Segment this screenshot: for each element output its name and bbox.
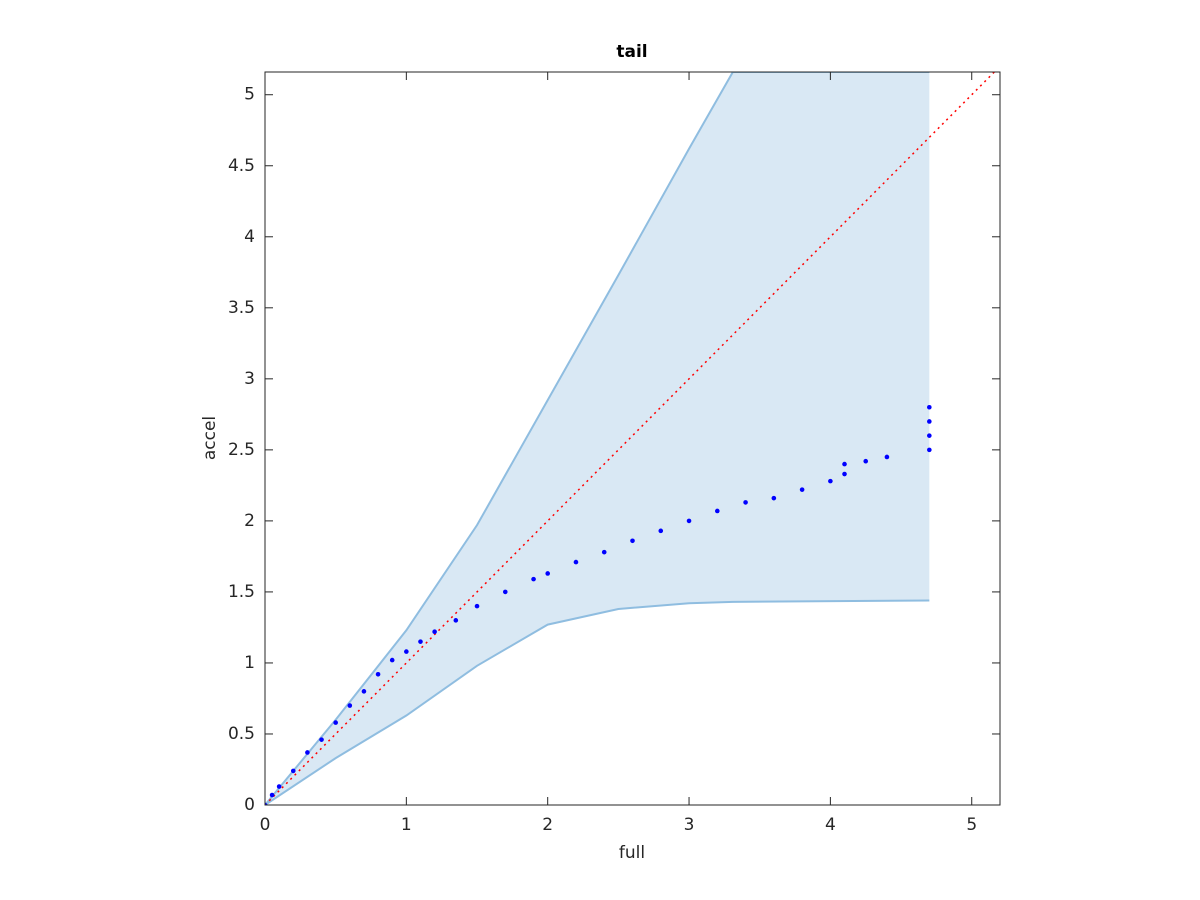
x-axis-label: full bbox=[619, 843, 645, 863]
plot-area bbox=[265, 72, 995, 805]
data-point bbox=[276, 784, 282, 789]
y-tick-label: 5 bbox=[244, 85, 255, 105]
y-tick-label: 3.5 bbox=[228, 298, 255, 318]
data-point bbox=[884, 454, 890, 460]
data-point bbox=[333, 720, 338, 725]
data-point bbox=[290, 768, 296, 774]
data-point bbox=[927, 447, 932, 453]
data-point bbox=[319, 737, 324, 742]
data-point bbox=[404, 649, 409, 654]
data-point bbox=[927, 404, 932, 410]
data-point bbox=[375, 672, 381, 677]
data-point bbox=[658, 528, 664, 534]
reference-line bbox=[265, 72, 995, 805]
data-point bbox=[432, 629, 437, 634]
data-point bbox=[828, 478, 833, 484]
y-tick-label: 1 bbox=[244, 653, 255, 673]
y-tick-label: 4 bbox=[244, 227, 255, 247]
data-point bbox=[927, 419, 932, 424]
band-lower-edge bbox=[265, 599, 930, 805]
y-tick-label: 4.5 bbox=[228, 156, 255, 176]
y-tick-label: 3 bbox=[244, 369, 255, 389]
data-point bbox=[863, 458, 869, 464]
data-point bbox=[927, 433, 932, 438]
data-point bbox=[389, 657, 395, 663]
data-point bbox=[418, 639, 423, 644]
data-point bbox=[715, 508, 720, 514]
data-point bbox=[531, 576, 536, 582]
band-upper-edge bbox=[265, 72, 930, 805]
x-tick-label: 0 bbox=[260, 815, 271, 835]
data-point bbox=[474, 603, 480, 609]
data-point bbox=[347, 703, 353, 708]
y-tick-label: 2.5 bbox=[228, 440, 255, 460]
chart-title: tail bbox=[616, 42, 647, 62]
data-point bbox=[305, 750, 310, 755]
data-point bbox=[545, 571, 550, 576]
x-tick-label: 1 bbox=[401, 815, 412, 835]
x-tick-label: 2 bbox=[542, 815, 553, 835]
data-point bbox=[799, 487, 805, 492]
data-point bbox=[630, 538, 635, 544]
data-point bbox=[502, 589, 508, 595]
y-tick-label: 0 bbox=[244, 795, 255, 815]
data-point bbox=[842, 471, 847, 477]
confidence-band bbox=[265, 72, 930, 805]
data-point bbox=[361, 689, 367, 694]
data-point bbox=[453, 618, 459, 623]
y-axis-label: accel bbox=[200, 416, 220, 460]
y-tick-label: 1.5 bbox=[228, 582, 255, 602]
data-point bbox=[601, 549, 607, 555]
data-point bbox=[842, 461, 847, 467]
x-tick-label: 5 bbox=[966, 815, 977, 835]
data-point bbox=[573, 559, 579, 565]
data-point bbox=[265, 802, 268, 805]
y-tick-label: 0.5 bbox=[228, 724, 255, 744]
data-point bbox=[743, 500, 748, 505]
y-tick-label: 2 bbox=[244, 511, 255, 531]
data-point bbox=[269, 792, 275, 798]
x-tick-label: 3 bbox=[684, 815, 695, 835]
data-point bbox=[771, 495, 777, 501]
x-tick-label: 4 bbox=[825, 815, 836, 835]
data-point bbox=[686, 518, 692, 524]
axes-box bbox=[264, 71, 1001, 806]
